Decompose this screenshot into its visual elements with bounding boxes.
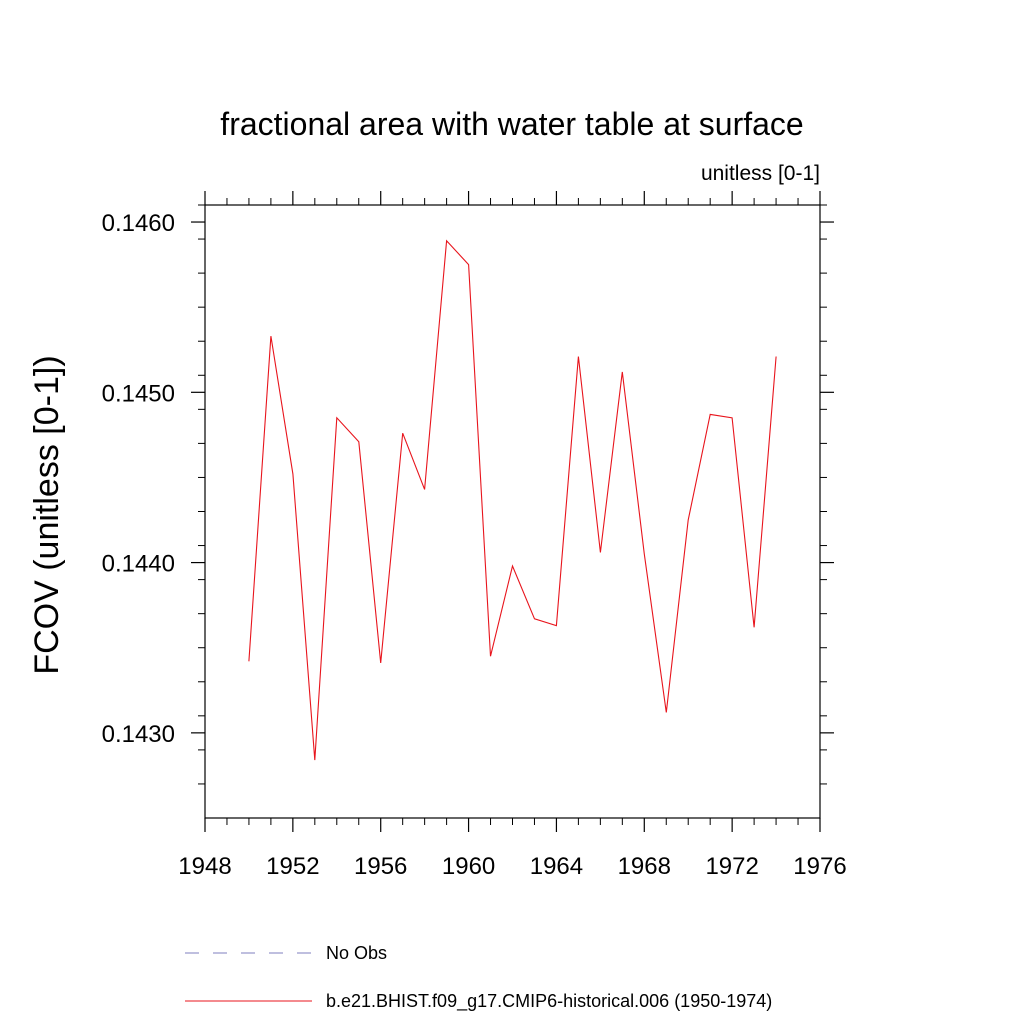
y-axis-label: FCOV (unitless [0-1]): [28, 355, 66, 674]
y-tick-label: 0.1460: [102, 210, 175, 237]
x-tick-label: 1972: [705, 853, 758, 880]
y-tick-label: 0.1450: [102, 380, 175, 407]
data-series: [248, 239, 777, 761]
y-tick-label: 0.1440: [102, 551, 175, 578]
x-tick-label: 1960: [442, 853, 495, 880]
x-tick-label: 1976: [793, 853, 846, 880]
axis-ticks: [191, 191, 834, 832]
axis-tick-labels: 1948 1952 1956 1960 1964 1968 1972 1976 0.1430 0.…: [102, 210, 847, 880]
chart-title: fractional area with water table at surf…: [220, 106, 803, 142]
x-tick-label: 1948: [178, 853, 231, 880]
series-line: [248, 239, 777, 761]
x-tick-label: 1968: [618, 853, 671, 880]
legend-label: b.e21.BHIST.f09_g17.CMIP6-historical.006…: [326, 991, 772, 1012]
legend: No Obs b.e21.BHIST.f09_g17.CMIP6-historic…: [185, 943, 772, 1012]
x-tick-label: 1952: [266, 853, 319, 880]
plot-frame: [204, 204, 821, 819]
legend-label: No Obs: [326, 943, 387, 963]
y-tick-label: 0.1430: [102, 721, 175, 748]
chart-subtitle: unitless [0-1]: [701, 162, 820, 185]
x-tick-label: 1964: [530, 853, 583, 880]
x-tick-label: 1956: [354, 853, 407, 880]
